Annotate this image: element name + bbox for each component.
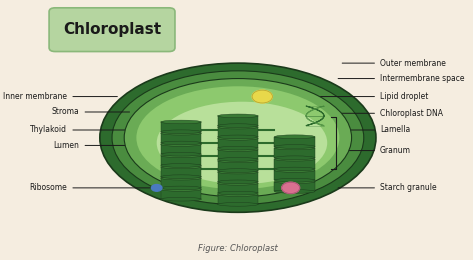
Ellipse shape <box>161 197 201 201</box>
Bar <box>218 172 258 182</box>
Bar <box>218 127 258 137</box>
Ellipse shape <box>218 159 258 163</box>
Text: Chloroplast: Chloroplast <box>63 22 161 37</box>
Bar <box>218 116 258 126</box>
Ellipse shape <box>218 114 258 118</box>
Circle shape <box>151 185 162 191</box>
Ellipse shape <box>274 168 315 172</box>
Ellipse shape <box>274 190 315 193</box>
Text: Lumen: Lumen <box>53 141 142 150</box>
Text: Ribosome: Ribosome <box>30 183 154 192</box>
Ellipse shape <box>218 125 258 129</box>
Ellipse shape <box>218 191 258 195</box>
Bar <box>274 171 315 180</box>
Ellipse shape <box>218 124 258 127</box>
Bar <box>161 190 201 199</box>
Bar <box>274 182 315 191</box>
Text: Stroma: Stroma <box>52 107 130 116</box>
Ellipse shape <box>274 167 315 171</box>
Bar <box>274 137 315 147</box>
Ellipse shape <box>161 152 201 156</box>
Text: Outer membrane: Outer membrane <box>342 58 446 68</box>
Ellipse shape <box>218 203 258 206</box>
Bar <box>218 183 258 193</box>
Text: Chloroplast DNA: Chloroplast DNA <box>326 109 443 118</box>
Ellipse shape <box>218 181 258 185</box>
FancyBboxPatch shape <box>49 8 175 51</box>
Ellipse shape <box>218 135 258 139</box>
Ellipse shape <box>218 180 258 184</box>
Bar <box>161 178 201 188</box>
Text: Starch granule: Starch granule <box>338 183 437 192</box>
Ellipse shape <box>161 154 201 158</box>
Ellipse shape <box>218 169 258 172</box>
Ellipse shape <box>218 148 258 152</box>
Ellipse shape <box>161 175 201 179</box>
Ellipse shape <box>161 142 201 146</box>
Ellipse shape <box>161 141 201 145</box>
Ellipse shape <box>161 120 201 124</box>
Ellipse shape <box>161 176 201 180</box>
Bar <box>161 133 201 143</box>
Bar <box>161 122 201 132</box>
Text: Lipid droplet: Lipid droplet <box>275 92 429 101</box>
Ellipse shape <box>124 79 351 197</box>
Bar <box>218 150 258 159</box>
Text: Intermembrane space: Intermembrane space <box>338 74 464 83</box>
Bar <box>218 138 258 148</box>
Bar <box>218 194 258 204</box>
Circle shape <box>252 90 272 103</box>
Bar <box>161 156 201 165</box>
Ellipse shape <box>161 131 201 135</box>
Ellipse shape <box>161 186 201 190</box>
Ellipse shape <box>218 170 258 174</box>
Text: Thylakoid: Thylakoid <box>30 126 142 134</box>
Text: Lamella: Lamella <box>334 126 410 134</box>
Ellipse shape <box>112 71 364 205</box>
Ellipse shape <box>274 180 315 184</box>
Ellipse shape <box>100 63 376 212</box>
Bar <box>161 167 201 177</box>
Text: Inner membrane: Inner membrane <box>3 92 117 101</box>
Ellipse shape <box>274 156 315 160</box>
Ellipse shape <box>274 146 315 150</box>
Bar <box>218 161 258 171</box>
Ellipse shape <box>274 178 315 182</box>
Ellipse shape <box>136 86 340 189</box>
Text: Granum: Granum <box>340 146 411 155</box>
Ellipse shape <box>218 136 258 140</box>
Ellipse shape <box>274 145 315 148</box>
Bar <box>274 159 315 169</box>
Ellipse shape <box>161 164 201 167</box>
Ellipse shape <box>274 157 315 161</box>
Ellipse shape <box>274 135 315 139</box>
Ellipse shape <box>218 146 258 150</box>
Circle shape <box>282 182 299 193</box>
Text: Figure: Chloroplast: Figure: Chloroplast <box>198 244 278 253</box>
Bar <box>161 145 201 154</box>
Ellipse shape <box>218 193 258 196</box>
Ellipse shape <box>161 165 201 169</box>
Bar <box>274 148 315 158</box>
Ellipse shape <box>161 187 201 191</box>
Ellipse shape <box>161 130 201 134</box>
Ellipse shape <box>157 102 327 184</box>
Ellipse shape <box>218 158 258 161</box>
